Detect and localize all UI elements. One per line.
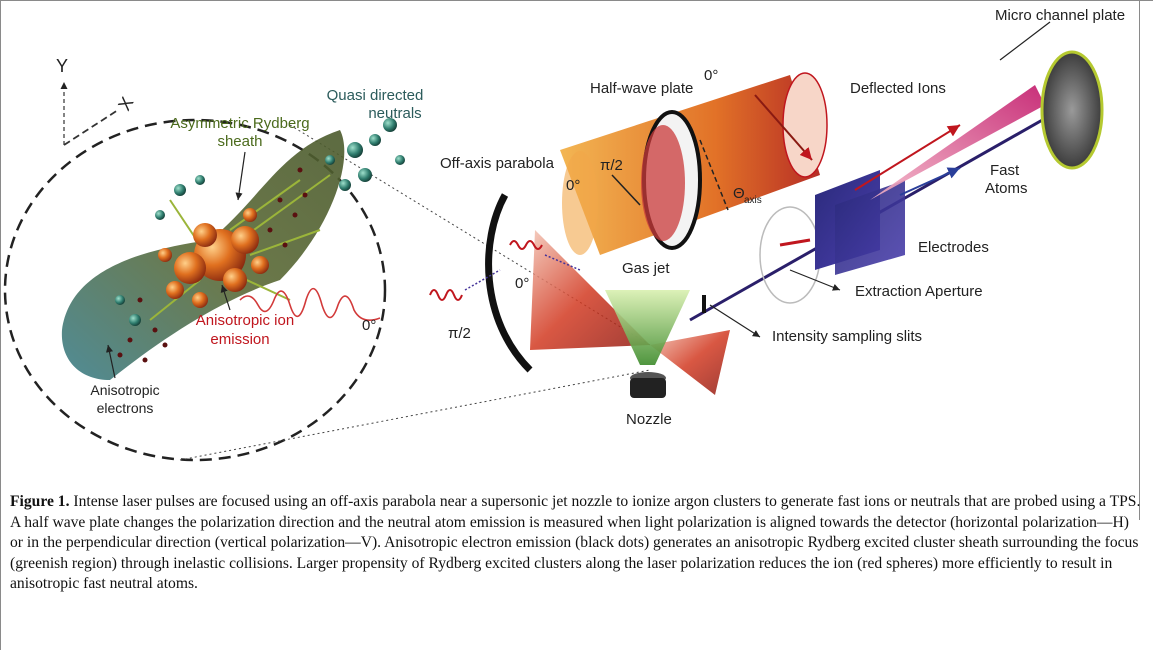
sampling-slit	[702, 295, 706, 313]
ion-cluster	[158, 208, 269, 308]
label-gas-jet: Gas jet	[622, 260, 670, 277]
label-pi-half-bottom: π/2	[448, 325, 471, 342]
label-zero-deg-top: 0°	[704, 67, 718, 84]
label-quasi-directed-2: neutrals	[368, 105, 421, 122]
zoom-ellipse	[3, 118, 387, 462]
label-fast-atoms-1: Fast	[990, 162, 1020, 179]
sheath-pointer	[235, 151, 246, 201]
ion-pointer	[220, 284, 231, 311]
label-zero-deg-parabola: 0°	[515, 275, 529, 292]
laser-pulse-wave	[239, 287, 381, 321]
beamline-segment-red	[779, 238, 811, 247]
label-asym-sheath-2: sheath	[217, 133, 262, 150]
gas-jet	[605, 290, 690, 365]
theta-axis-line	[699, 139, 729, 211]
caption-label: Figure 1.	[10, 493, 70, 510]
label-deflected-ions: Deflected Ions	[850, 80, 946, 97]
aperture-pointer	[789, 269, 841, 291]
axis-y-label: Y	[56, 56, 68, 76]
label-aniso-elec-2: electrons	[97, 400, 154, 416]
pulse-pi-half-arrow	[464, 269, 501, 291]
fast-atom-arrow	[899, 167, 961, 196]
label-micro-channel-plate: Micro channel plate	[995, 7, 1125, 24]
slit-pointer	[709, 304, 761, 338]
neutral-spheres	[115, 118, 405, 326]
label-theta-sub: axis	[744, 195, 762, 206]
label-quasi-directed-1: Quasi directed	[327, 87, 424, 104]
pulse-pi-half	[429, 289, 463, 301]
label-zero-deg-plate: 0°	[566, 177, 580, 194]
deflected-ion-beam	[870, 85, 1045, 200]
label-half-wave-plate: Half-wave plate	[590, 80, 693, 97]
label-theta: Θ	[733, 185, 745, 202]
figure-frame-top	[0, 0, 1153, 1]
mcp-pointer	[999, 21, 1051, 61]
label-extraction-aperture: Extraction Aperture	[855, 283, 983, 300]
label-aniso-elec-1: Anisotropic	[90, 382, 159, 398]
label-nozzle: Nozzle	[626, 411, 672, 428]
extraction-aperture	[759, 206, 821, 304]
off-axis-parabola-mirror	[485, 193, 533, 373]
label-pi-half-plate: π/2	[600, 157, 623, 174]
half-wave-plate-inner	[641, 125, 685, 241]
figure-frame-left	[0, 0, 1, 650]
diverging-cone	[650, 330, 730, 395]
caption-text: Intense laser pulses are focused using a…	[10, 493, 1141, 593]
polarization-arrow-top	[754, 94, 813, 161]
label-asym-sheath-1: Asymmetric Rydberg	[170, 115, 309, 132]
label-fast-atoms-2: Atoms	[985, 180, 1028, 197]
nozzle-body	[630, 378, 666, 398]
electrode-2	[835, 180, 905, 275]
pulse-zero	[509, 240, 543, 250]
coordinate-axes: Y X	[56, 56, 137, 146]
electron-pointer	[105, 344, 116, 379]
label-electrodes: Electrodes	[918, 239, 989, 256]
micro-channel-plate	[1040, 50, 1104, 170]
plate-axis-line	[611, 174, 641, 206]
figure-frame-right	[1139, 0, 1140, 520]
figure-caption: Figure 1. Intense laser pulses are focus…	[10, 492, 1142, 595]
zoom-line-bottom	[179, 369, 651, 461]
label-zero-deg-left: 0°	[362, 317, 376, 334]
label-aniso-ion-2: emission	[210, 331, 269, 348]
label-off-axis-parabola: Off-axis parabola	[440, 155, 555, 172]
deflected-ion-arrow	[854, 124, 961, 191]
label-aniso-ion-1: Anisotropic ion	[196, 312, 294, 329]
figure-illustration: Y X	[3, 7, 1125, 462]
electron-dots	[117, 167, 308, 363]
axis-x-label: X	[114, 94, 137, 114]
label-intensity-slits: Intensity sampling slits	[772, 328, 922, 345]
